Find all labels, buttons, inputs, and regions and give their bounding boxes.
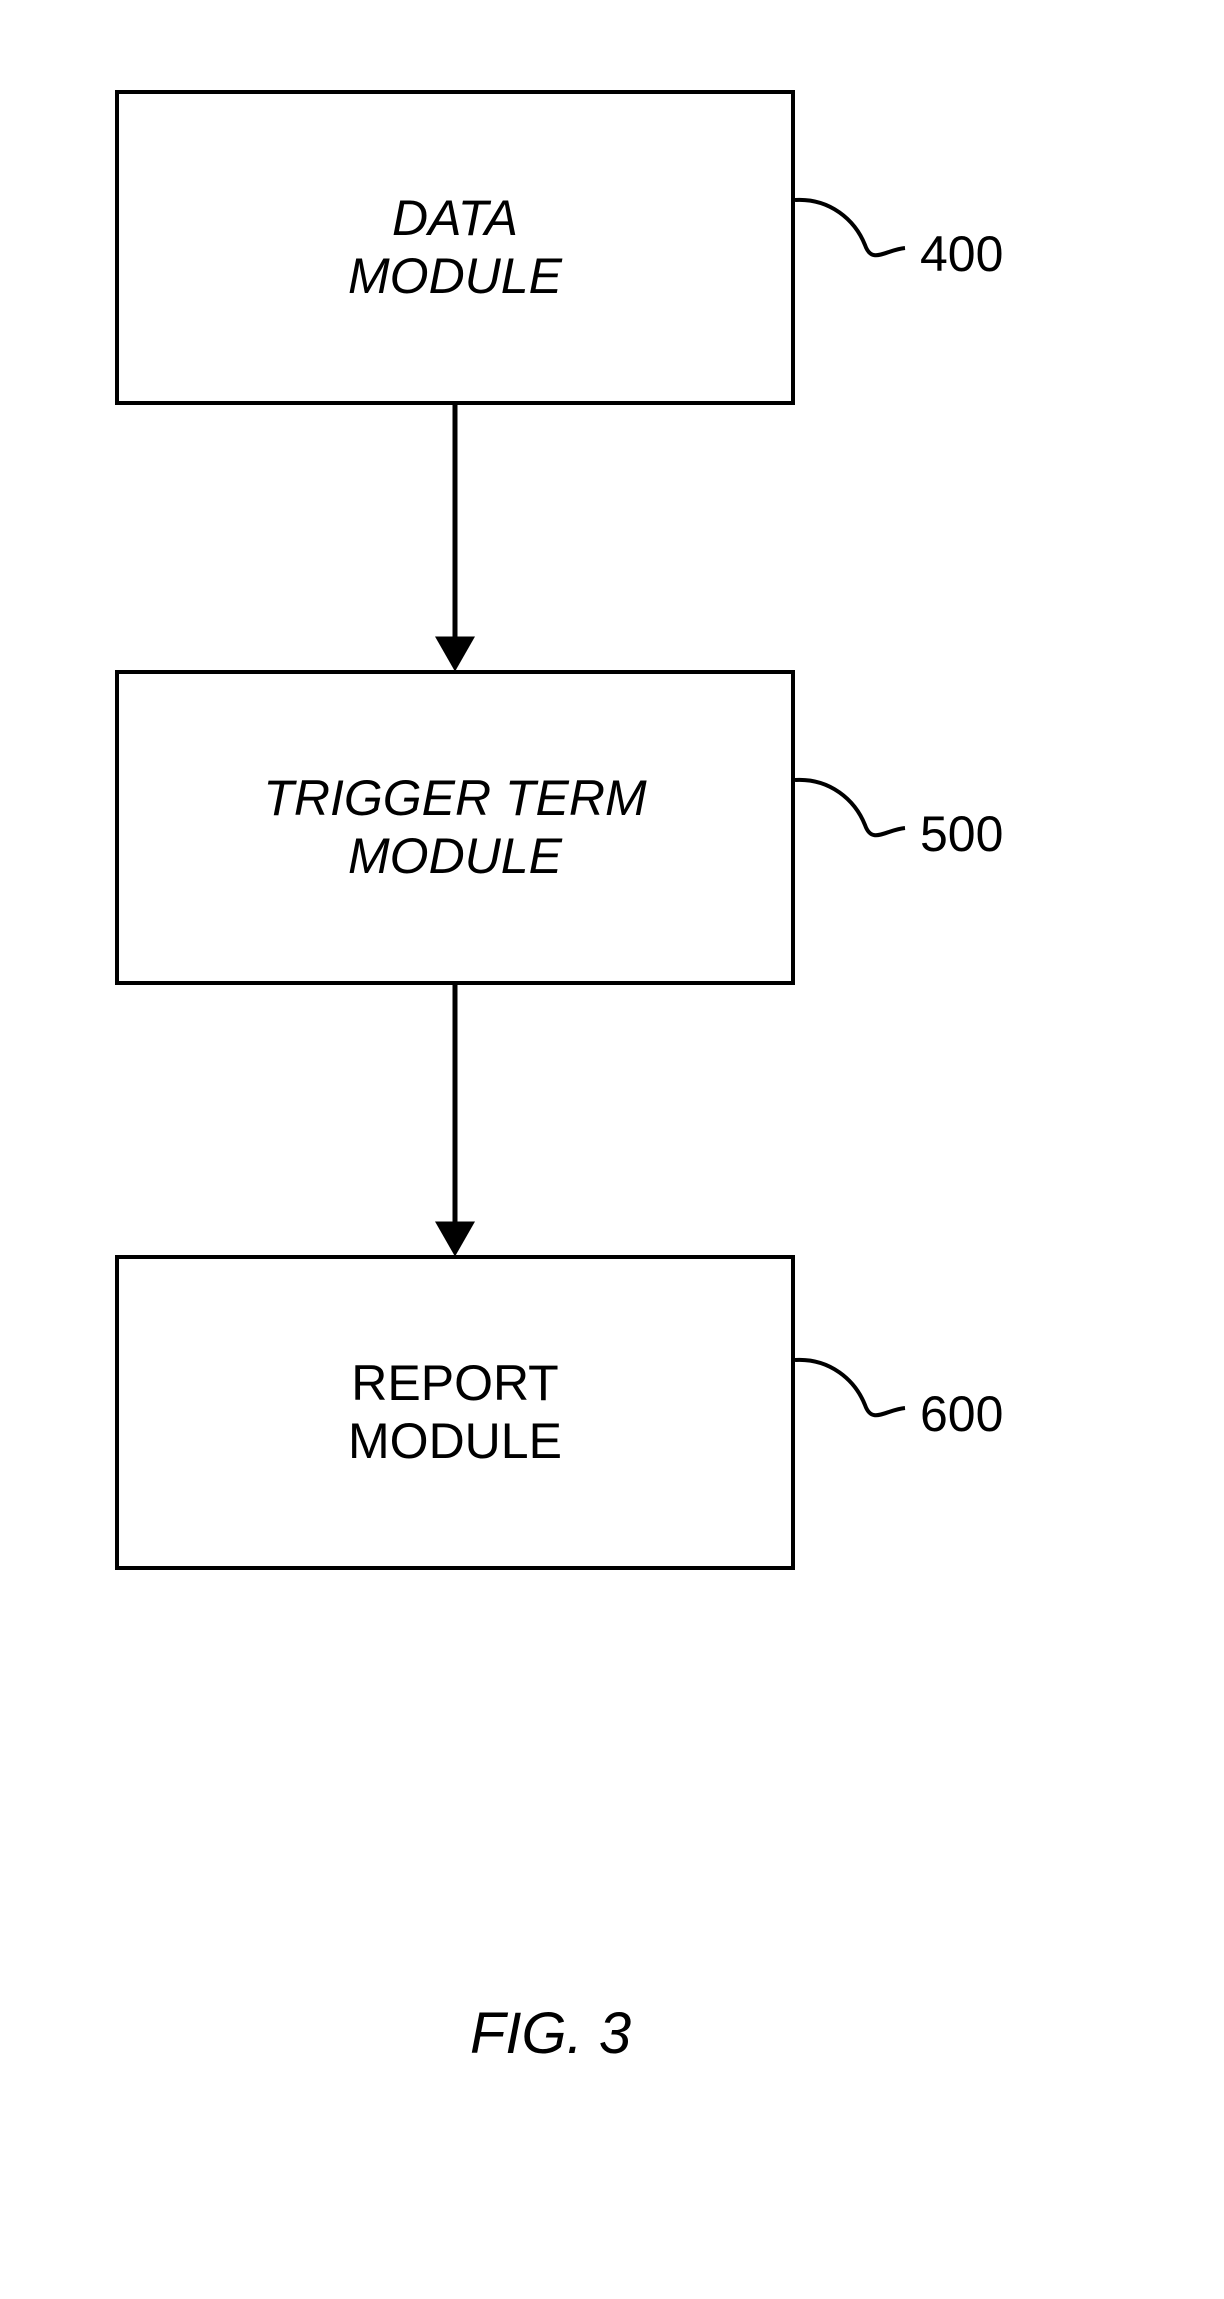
leader-line: [795, 780, 905, 835]
leader-line: [795, 1360, 905, 1415]
connectors-overlay: [0, 0, 1224, 2299]
diagram-canvas: DATA MODULE 400 TRIGGER TERM MODULE 500 …: [0, 0, 1224, 2299]
leader-line: [795, 200, 905, 255]
